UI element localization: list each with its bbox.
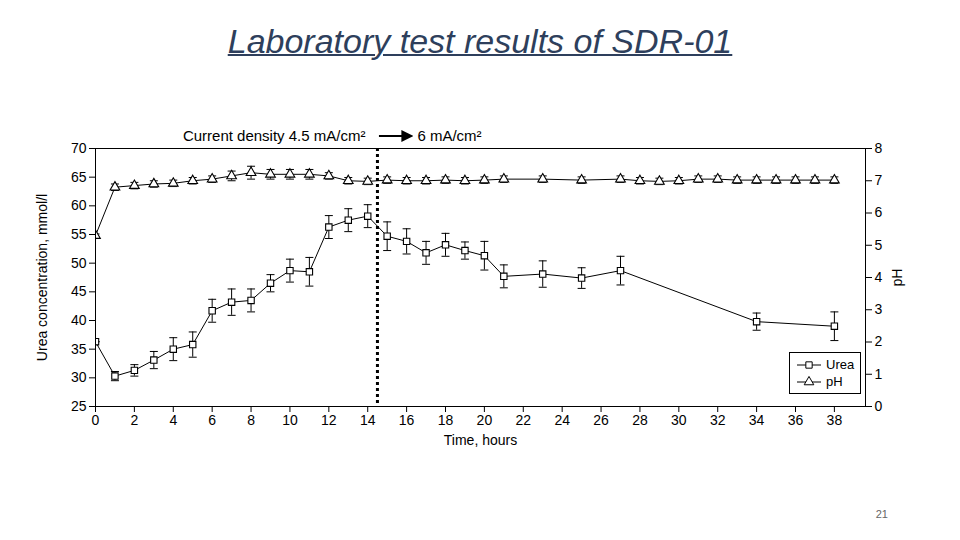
svg-text:32: 32 [710, 412, 726, 428]
svg-text:7: 7 [875, 172, 883, 188]
svg-text:Time, hours: Time, hours [444, 432, 517, 448]
svg-text:60: 60 [71, 197, 87, 213]
svg-text:4: 4 [875, 269, 883, 285]
svg-text:1: 1 [875, 366, 883, 382]
svg-text:10: 10 [282, 412, 298, 428]
svg-text:6 mA/cm²: 6 mA/cm² [417, 127, 481, 144]
svg-text:8: 8 [247, 412, 255, 428]
svg-text:50: 50 [71, 255, 87, 271]
svg-text:38: 38 [827, 412, 843, 428]
svg-text:65: 65 [71, 169, 87, 185]
svg-text:2: 2 [130, 412, 138, 428]
svg-text:45: 45 [71, 283, 87, 299]
svg-text:35: 35 [71, 341, 87, 357]
svg-text:30: 30 [671, 412, 687, 428]
svg-text:25: 25 [71, 398, 87, 414]
svg-text:0: 0 [875, 398, 883, 414]
svg-text:14: 14 [360, 412, 376, 428]
svg-text:3: 3 [875, 301, 883, 317]
svg-text:2: 2 [875, 333, 883, 349]
svg-text:6: 6 [208, 412, 216, 428]
svg-text:40: 40 [71, 312, 87, 328]
svg-text:28: 28 [632, 412, 648, 428]
html-text:21: 21 [875, 508, 888, 520]
svg-text:55: 55 [71, 226, 87, 242]
html-text:pH: pH [826, 374, 843, 389]
svg-text:34: 34 [749, 412, 765, 428]
svg-text:0: 0 [92, 412, 100, 428]
svg-text:5: 5 [875, 237, 883, 253]
svg-text:36: 36 [788, 412, 804, 428]
svg-text:6: 6 [875, 204, 883, 220]
svg-text:20: 20 [477, 412, 493, 428]
html-text:Urea: Urea [826, 357, 855, 372]
svg-text:30: 30 [71, 369, 87, 385]
svg-text:8: 8 [875, 140, 883, 156]
svg-text:16: 16 [399, 412, 415, 428]
svg-text:12: 12 [321, 412, 337, 428]
svg-text:22: 22 [515, 412, 531, 428]
svg-text:26: 26 [593, 412, 609, 428]
svg-text:Urea concentration, mmol/l: Urea concentration, mmol/l [34, 194, 50, 361]
svg-text:4: 4 [169, 412, 177, 428]
svg-text:24: 24 [554, 412, 570, 428]
svg-text:70: 70 [71, 140, 87, 156]
svg-text:pH: pH [889, 269, 905, 287]
svg-text:Current density 4.5 mA/cm²: Current density 4.5 mA/cm² [183, 127, 366, 144]
html-text:Laboratory test results of SDR: Laboratory test results of SDR-01 [227, 22, 733, 60]
svg-text:18: 18 [438, 412, 454, 428]
